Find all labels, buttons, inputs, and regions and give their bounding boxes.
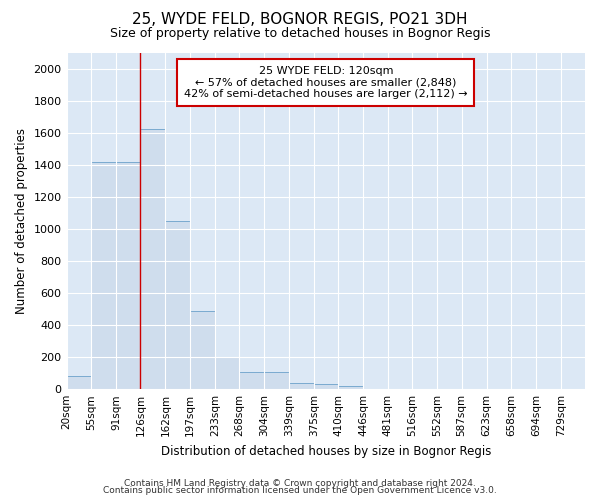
- Bar: [289, 383, 314, 389]
- Bar: [91, 162, 116, 389]
- Text: Contains HM Land Registry data © Crown copyright and database right 2024.: Contains HM Land Registry data © Crown c…: [124, 478, 476, 488]
- Text: 25, WYDE FELD, BOGNOR REGIS, PO21 3DH: 25, WYDE FELD, BOGNOR REGIS, PO21 3DH: [132, 12, 468, 28]
- Bar: [140, 130, 166, 389]
- Bar: [215, 357, 239, 389]
- Bar: [338, 386, 364, 389]
- Bar: [67, 376, 91, 389]
- Bar: [314, 384, 338, 389]
- X-axis label: Distribution of detached houses by size in Bognor Regis: Distribution of detached houses by size …: [161, 444, 491, 458]
- Y-axis label: Number of detached properties: Number of detached properties: [15, 128, 28, 314]
- Text: 25 WYDE FELD: 120sqm
← 57% of detached houses are smaller (2,848)
42% of semi-de: 25 WYDE FELD: 120sqm ← 57% of detached h…: [184, 66, 467, 99]
- Bar: [116, 162, 140, 389]
- Bar: [239, 372, 265, 389]
- Text: Size of property relative to detached houses in Bognor Regis: Size of property relative to detached ho…: [110, 28, 490, 40]
- Bar: [166, 221, 190, 389]
- Bar: [265, 372, 289, 389]
- Text: Contains public sector information licensed under the Open Government Licence v3: Contains public sector information licen…: [103, 486, 497, 495]
- Bar: [190, 310, 215, 389]
